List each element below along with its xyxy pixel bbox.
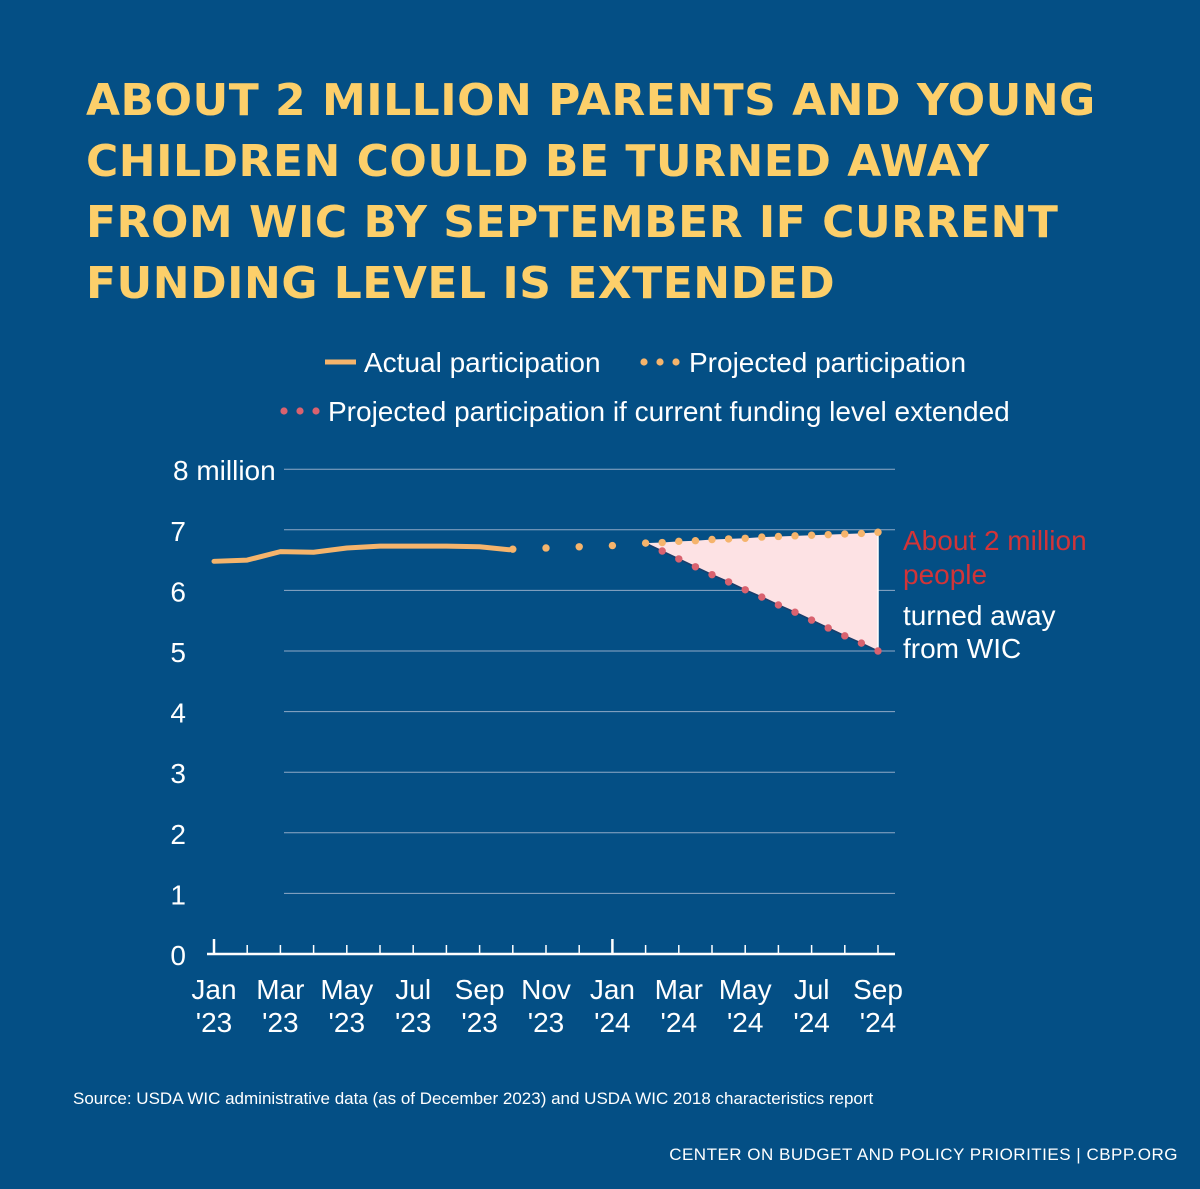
y-tick-label: 2: [170, 819, 186, 850]
legend-projected-label: Projected participation: [689, 347, 966, 378]
projected-point: [724, 535, 733, 543]
cut-point: [824, 624, 832, 632]
series-lines: [211, 528, 882, 655]
legend-actual-label: Actual participation: [364, 347, 601, 378]
projected-point: [758, 533, 766, 541]
projected-point: [509, 545, 517, 553]
projected-point: [608, 541, 617, 550]
projected-point: [874, 528, 882, 536]
brand-footer: CENTER ON BUDGET AND POLICY PRIORITIES |…: [669, 1145, 1178, 1164]
y-tick-label: 1: [170, 879, 186, 910]
x-tick-month: Jul: [395, 974, 431, 1005]
cut-point: [724, 578, 733, 586]
x-tick-month: Mar: [655, 974, 703, 1005]
projected-point: [791, 532, 799, 540]
y-tick-label: 0: [170, 940, 186, 971]
x-tick-month: Sep: [455, 974, 505, 1005]
projected-point: [708, 535, 716, 544]
cut-point: [758, 593, 766, 601]
y-tick-label: 7: [170, 516, 186, 547]
projected-point: [774, 532, 783, 541]
annotation-text-2: from WIC: [903, 633, 1021, 664]
x-tick-year: '24: [594, 1007, 631, 1038]
x-tick-month: Nov: [521, 974, 571, 1005]
legend-cut-label: Projected participation if current fundi…: [328, 396, 1010, 427]
x-tick-month: May: [320, 974, 373, 1005]
legend-cut-swatch: [280, 407, 320, 415]
x-tick-month: Jan: [590, 974, 635, 1005]
projected-point: [691, 537, 700, 545]
cut-point: [874, 647, 882, 655]
x-axis-labels: Jan'23Mar'23May'23Jul'23Sep'23Nov'23Jan'…: [191, 974, 902, 1038]
cut-point: [841, 632, 849, 640]
gap-area-fill: [645, 532, 878, 651]
legend-projected-swatch: [640, 358, 680, 366]
annotation-text-1: turned away: [903, 600, 1056, 631]
cut-point: [774, 601, 783, 609]
projected-point: [741, 534, 749, 542]
annotation-highlight-1: About 2 million: [903, 525, 1087, 556]
x-tick-year: '24: [860, 1007, 897, 1038]
x-tick-year: '23: [262, 1007, 299, 1038]
projected-point: [658, 538, 666, 547]
y-tick-label: 6: [170, 576, 186, 607]
annotation-highlight-2: people: [903, 559, 987, 590]
x-tick-month: Mar: [256, 974, 304, 1005]
projected-point: [641, 539, 650, 547]
x-axis: [207, 939, 895, 956]
x-tick-year: '23: [528, 1007, 565, 1038]
cut-point: [675, 555, 683, 563]
cut-point: [741, 586, 749, 594]
cut-point: [857, 639, 866, 647]
cut-point: [807, 616, 816, 624]
cut-point: [658, 547, 666, 555]
y-tick-label: 8 million: [173, 455, 276, 486]
cut-point: [791, 608, 799, 616]
x-tick-year: '24: [727, 1007, 764, 1038]
chart-title: ABOUT 2 MILLION PARENTS AND YOUNG CHILDR…: [86, 75, 1096, 309]
source-note: Source: USDA WIC administrative data (as…: [73, 1089, 874, 1108]
projected-point: [857, 529, 866, 538]
projected-point: [542, 544, 550, 552]
y-tick-label: 5: [170, 637, 186, 668]
y-tick-label: 4: [170, 698, 186, 729]
x-tick-month: Jul: [794, 974, 830, 1005]
cut-point: [708, 570, 716, 579]
x-tick-year: '23: [196, 1007, 233, 1038]
x-tick-year: '24: [661, 1007, 698, 1038]
gridlines: [284, 468, 895, 894]
x-tick-month: Sep: [853, 974, 903, 1005]
projected-point: [824, 530, 832, 539]
projected-point: [675, 537, 683, 546]
gap-area: [645, 532, 879, 651]
x-tick-year: '24: [793, 1007, 830, 1038]
y-tick-label: 3: [170, 758, 186, 789]
projected-point: [807, 531, 816, 539]
x-tick-year: '23: [461, 1007, 498, 1038]
cut-point: [691, 563, 700, 571]
x-tick-year: '23: [329, 1007, 366, 1038]
y-axis-ticks: 0 1 2 3 4 5 6 7 8 million: [170, 455, 275, 971]
x-tick-month: Jan: [191, 974, 236, 1005]
x-tick-year: '23: [395, 1007, 432, 1038]
x-tick-month: May: [719, 974, 772, 1005]
projected-point: [841, 530, 849, 538]
annotation: About 2 million people turned away from …: [903, 525, 1087, 664]
projected-point: [575, 543, 583, 551]
legend: Actual participation Projected participa…: [280, 347, 1010, 427]
actual-participation-line: [211, 543, 512, 564]
